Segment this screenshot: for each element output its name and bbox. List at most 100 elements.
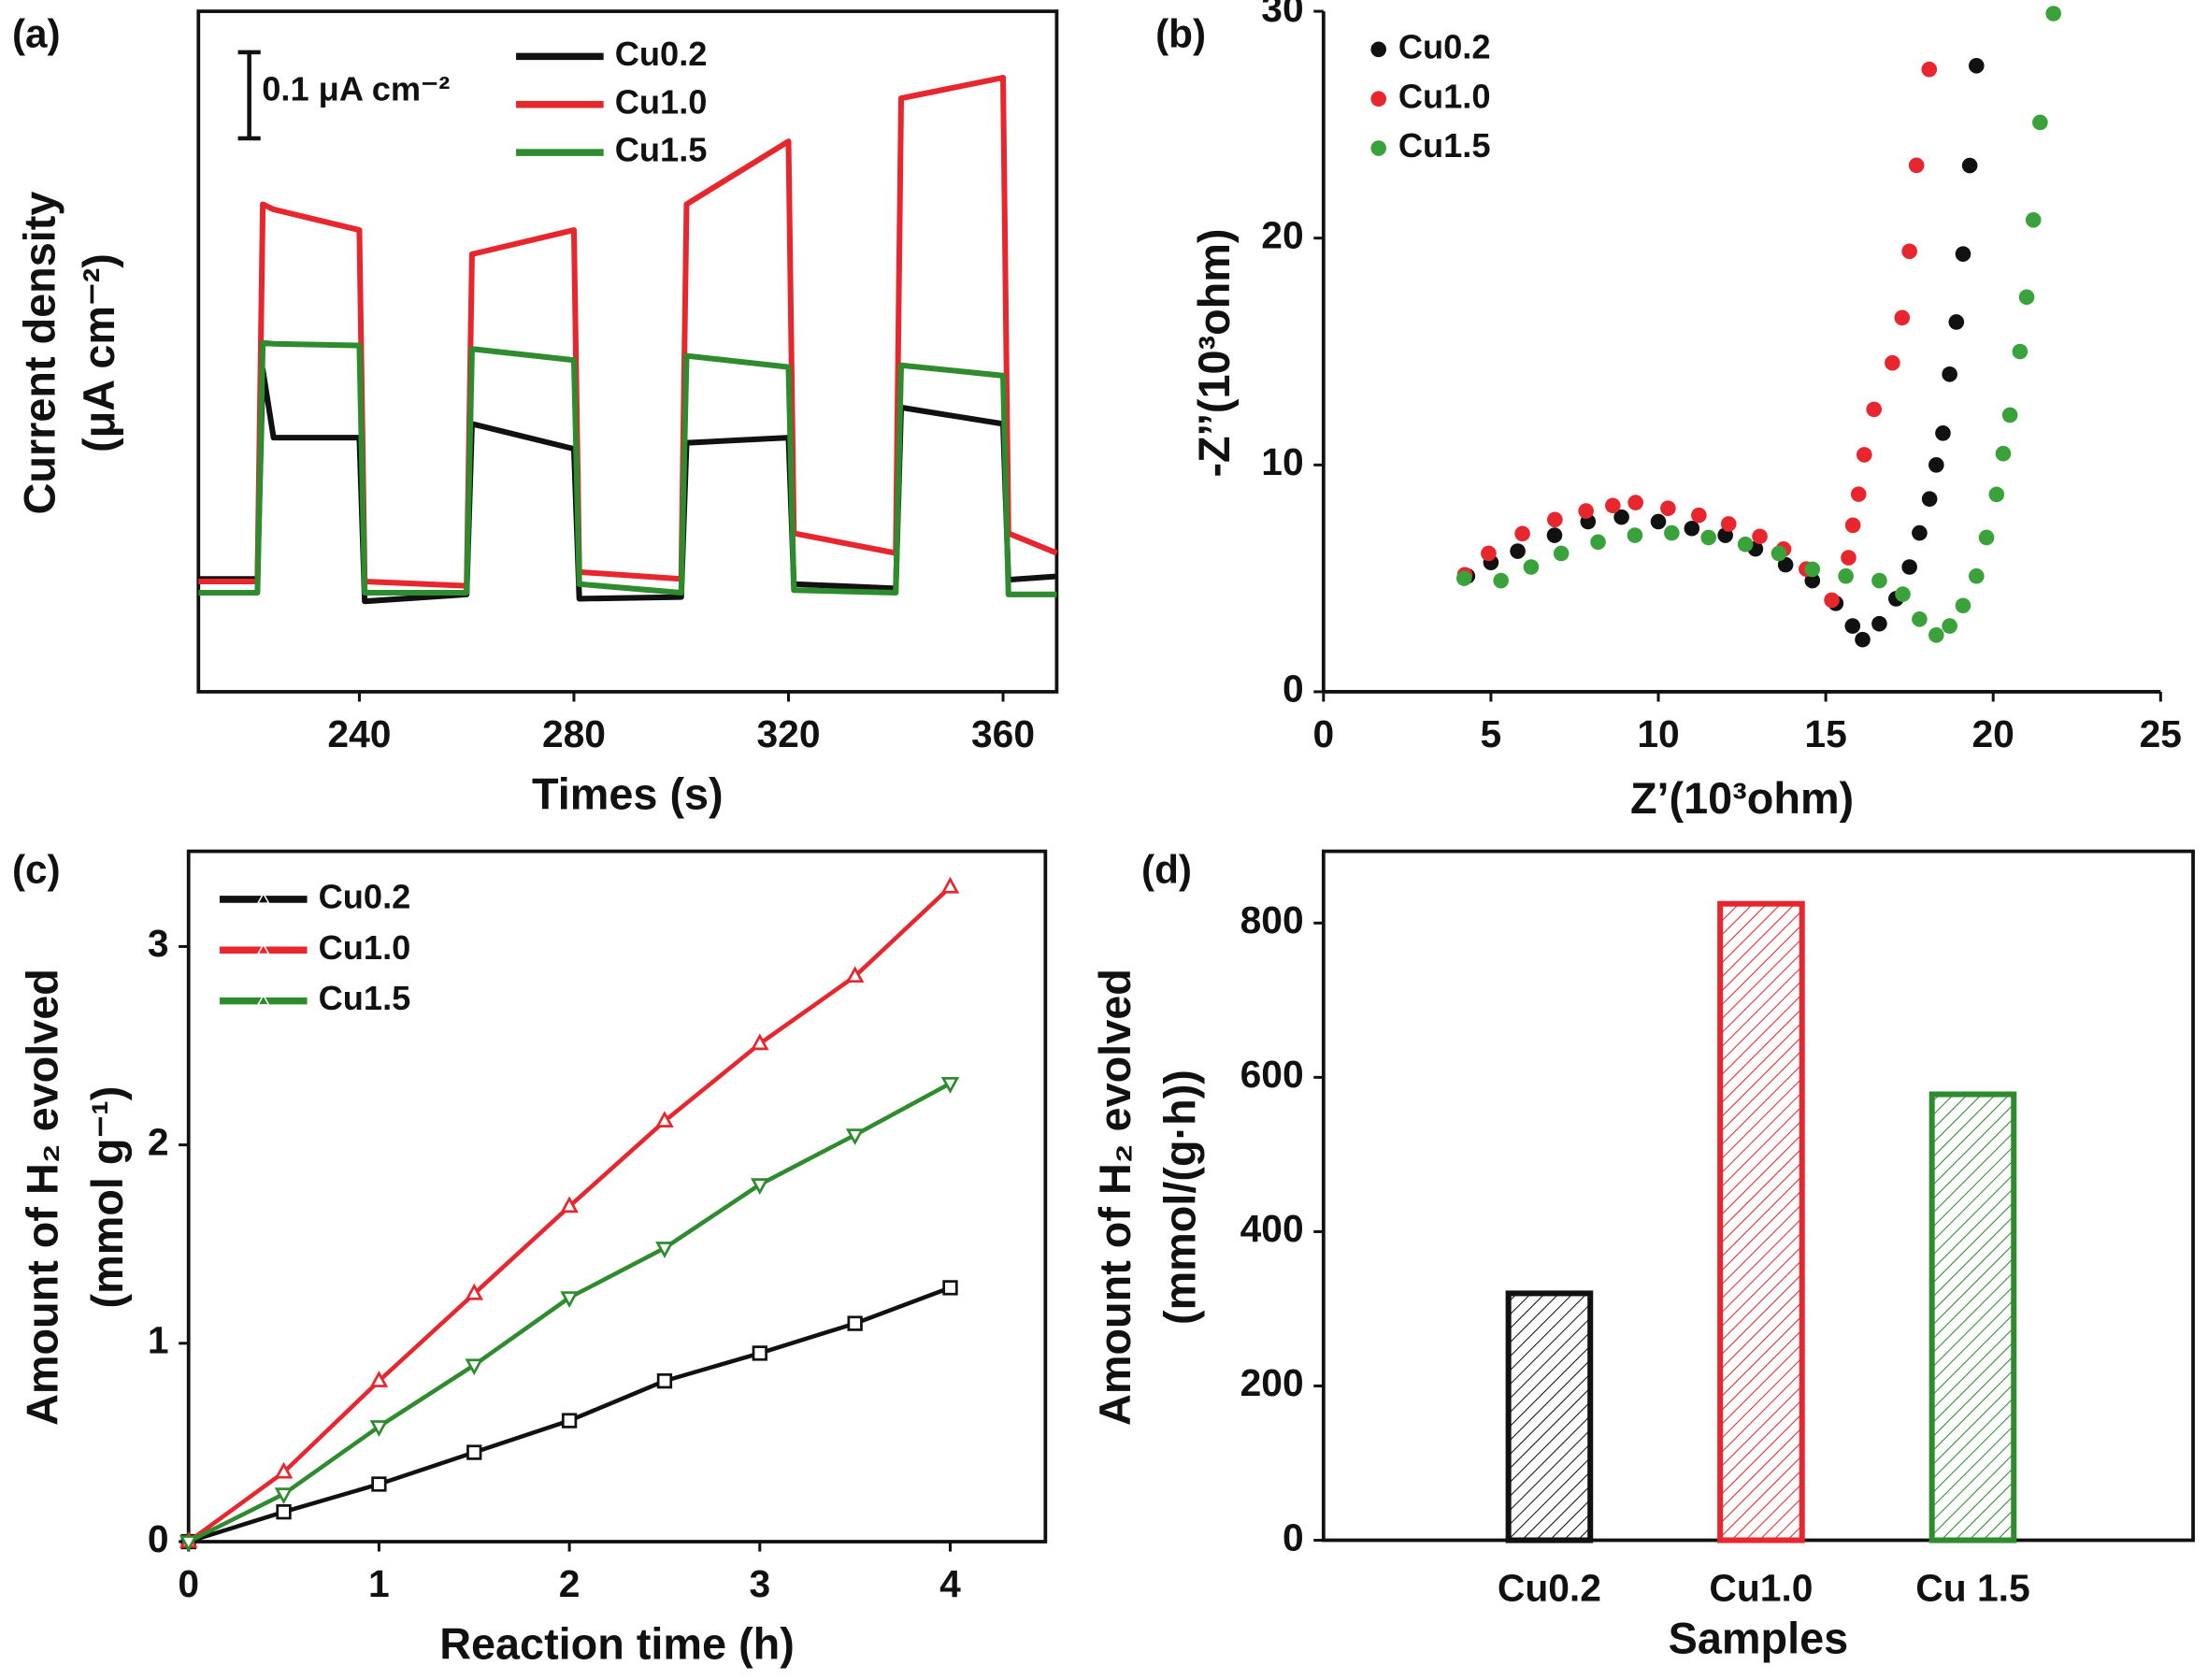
- data-point: [1988, 486, 2005, 503]
- data-point: [1660, 500, 1676, 516]
- data-point: [1684, 520, 1700, 537]
- y-axis-title: (μA cm⁻²): [75, 253, 123, 452]
- x-tick-label: 0: [1312, 712, 1334, 755]
- data-point: [1838, 567, 1854, 584]
- y-tick-label: 200: [1240, 1361, 1304, 1404]
- data-point: [1553, 545, 1570, 562]
- data-point: [1547, 511, 1563, 528]
- legend-label: Cu1.0: [615, 82, 708, 121]
- data-point: [1627, 527, 1643, 543]
- data-point: [2025, 211, 2042, 228]
- data-point: [1804, 572, 1821, 589]
- data-point: [1871, 615, 1887, 632]
- data-point: [1523, 559, 1540, 575]
- marker: [274, 1487, 294, 1505]
- data-point: [1855, 631, 1871, 648]
- x-tick-label: 280: [542, 712, 606, 755]
- legend-label: Cu0.2: [1398, 27, 1491, 65]
- data-point: [1901, 243, 1917, 260]
- data-point: [2032, 114, 2048, 131]
- data-point: [1942, 366, 1957, 382]
- y-tick-label: 30: [1261, 0, 1303, 30]
- legend-swatch: [1370, 91, 1387, 108]
- x-tick-label: 20: [1972, 712, 2014, 755]
- marker: [752, 1345, 767, 1361]
- marker: [256, 993, 270, 1006]
- x-axis-title: Samples: [1669, 1615, 1848, 1663]
- x-tick-label: 0: [178, 1562, 199, 1605]
- x-tick-label: 3: [749, 1562, 770, 1605]
- legend-label: Cu1.5: [1398, 126, 1491, 165]
- data-point: [1546, 527, 1563, 543]
- marker: [751, 1033, 769, 1051]
- data-point: [1942, 618, 1957, 634]
- x-axis-title: Reaction time (h): [439, 1620, 795, 1669]
- marker: [561, 1413, 578, 1429]
- marker: [369, 1420, 389, 1437]
- y-tick-label: 400: [1240, 1207, 1304, 1250]
- plot-frame: [186, 849, 1048, 1544]
- data-point: [1455, 570, 1472, 586]
- scale-bar-label: 0.1 μA cm⁻²: [262, 70, 450, 108]
- y-axis-title: Amount of H₂ evolved: [1091, 969, 1140, 1426]
- legend-label: Cu1.0: [1398, 77, 1491, 115]
- data-point: [1901, 559, 1917, 575]
- x-tick-label: 25: [2140, 712, 2182, 755]
- y-tick-label: 20: [1261, 213, 1303, 256]
- y-tick-label: 10: [1261, 440, 1303, 483]
- marker: [256, 892, 270, 904]
- y-tick-label: 600: [1240, 1053, 1304, 1096]
- data-point: [1720, 516, 1737, 532]
- legend-label: Cu0.2: [319, 878, 411, 916]
- data-point: [1968, 58, 1985, 74]
- data-point: [1664, 524, 1680, 541]
- y-tick-label: 0: [1283, 1515, 1304, 1558]
- data-point: [2001, 407, 2018, 424]
- data-point: [1895, 586, 1911, 602]
- data-point: [1928, 457, 1944, 473]
- data-point: [1844, 618, 1861, 634]
- marker: [466, 1444, 482, 1460]
- legend-swatch: [1370, 41, 1387, 58]
- marker: [465, 1358, 484, 1376]
- panel-label: (c): [12, 847, 61, 891]
- marker: [655, 1242, 674, 1258]
- marker: [371, 1476, 387, 1492]
- y-tick-label: 0: [148, 1517, 169, 1560]
- data-point: [1885, 354, 1900, 371]
- x-tick-label: Cu 1.5: [1915, 1567, 2029, 1610]
- y-tick-label: 3: [148, 922, 169, 965]
- x-tick-label: 2: [559, 1562, 581, 1605]
- data-point: [1578, 503, 1594, 519]
- data-point: [1955, 597, 1971, 614]
- legend-label: Cu1.0: [319, 928, 411, 967]
- data-point: [1961, 157, 1978, 174]
- data-point: [1912, 524, 1928, 541]
- data-point: [1777, 556, 1794, 573]
- data-point: [1921, 61, 1938, 78]
- data-point: [2045, 6, 2061, 22]
- data-point: [1590, 534, 1606, 551]
- marker: [845, 1128, 865, 1145]
- marker: [256, 942, 270, 955]
- data-point: [1650, 513, 1667, 530]
- data-point: [1995, 445, 2012, 462]
- x-tick-label: Cu0.2: [1498, 1567, 1601, 1610]
- marker: [369, 1371, 389, 1387]
- x-tick-label: 320: [756, 712, 820, 755]
- x-tick-label: 5: [1481, 712, 1502, 755]
- data-point: [1955, 246, 1971, 262]
- marker: [845, 966, 865, 984]
- marker: [847, 1315, 863, 1331]
- marker: [751, 1178, 769, 1196]
- data-point: [1935, 425, 1951, 441]
- data-point: [1871, 572, 1887, 589]
- x-axis-title: Times (s): [532, 770, 724, 819]
- y-axis-title: Amount of H₂ evolved: [19, 969, 67, 1426]
- marker: [940, 876, 960, 894]
- x-tick-label: 15: [1804, 712, 1846, 755]
- marker: [942, 1280, 958, 1296]
- data-point: [1894, 309, 1911, 326]
- data-point: [2018, 289, 2035, 306]
- data-point: [1968, 567, 1985, 584]
